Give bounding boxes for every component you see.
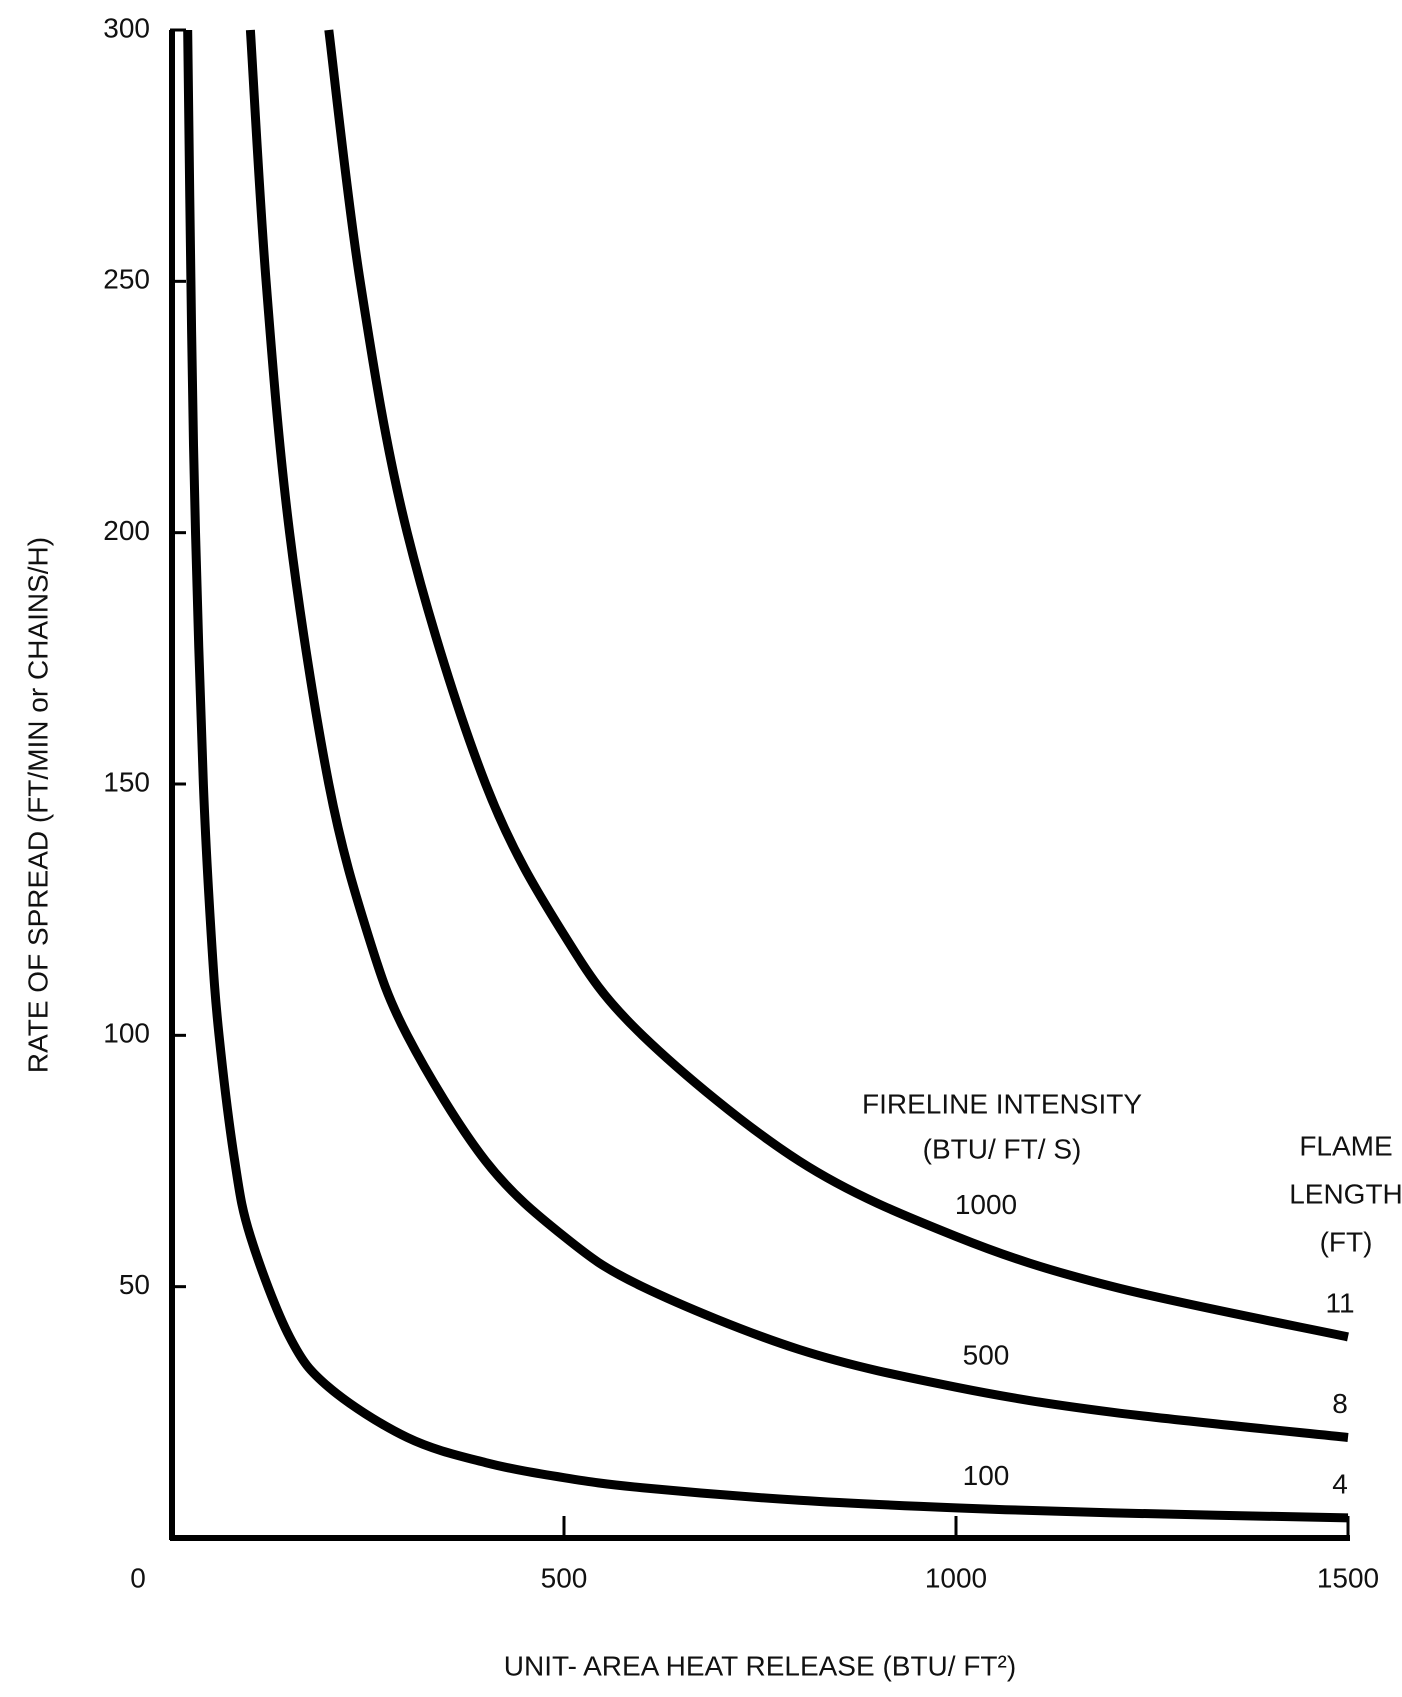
flame-length-label: 8	[1332, 1388, 1348, 1419]
intensity-curve	[324, 29, 1349, 1342]
flame-title: LENGTH	[1289, 1178, 1402, 1209]
intensity-curve	[245, 29, 1349, 1442]
y-tick-label: 250	[103, 264, 150, 295]
x-axis-label: UNIT- AREA HEAT RELEASE (BTU/ FT²)	[504, 1650, 1016, 1681]
curve-label: 100	[963, 1460, 1010, 1491]
x-tick-label: 0	[130, 1562, 146, 1593]
flame-title: FLAME	[1299, 1130, 1392, 1161]
flame-length-label: 11	[1325, 1287, 1354, 1318]
y-tick-label: 100	[103, 1018, 150, 1049]
y-tick-label: 150	[103, 766, 150, 797]
y-tick-label: 200	[103, 515, 150, 546]
curve-label: 1000	[955, 1189, 1017, 1220]
x-tick-label: 1000	[925, 1562, 987, 1593]
y-tick-label: 50	[119, 1269, 150, 1300]
flame-title: (FT)	[1320, 1226, 1373, 1257]
legend-subtitle: (BTU/ FT/ S)	[923, 1133, 1082, 1164]
y-tick-label: 300	[103, 12, 150, 43]
x-tick-label: 1500	[1317, 1562, 1379, 1593]
legend-title: FIRELINE INTENSITY	[862, 1088, 1142, 1119]
curve-label: 500	[963, 1340, 1010, 1371]
intensity-curve	[183, 29, 1349, 1523]
x-tick-label: 500	[541, 1562, 588, 1593]
y-axis-label: RATE OF SPREAD (FT/MIN or CHAINS/H)	[22, 537, 53, 1073]
flame-length-label: 4	[1332, 1468, 1348, 1499]
